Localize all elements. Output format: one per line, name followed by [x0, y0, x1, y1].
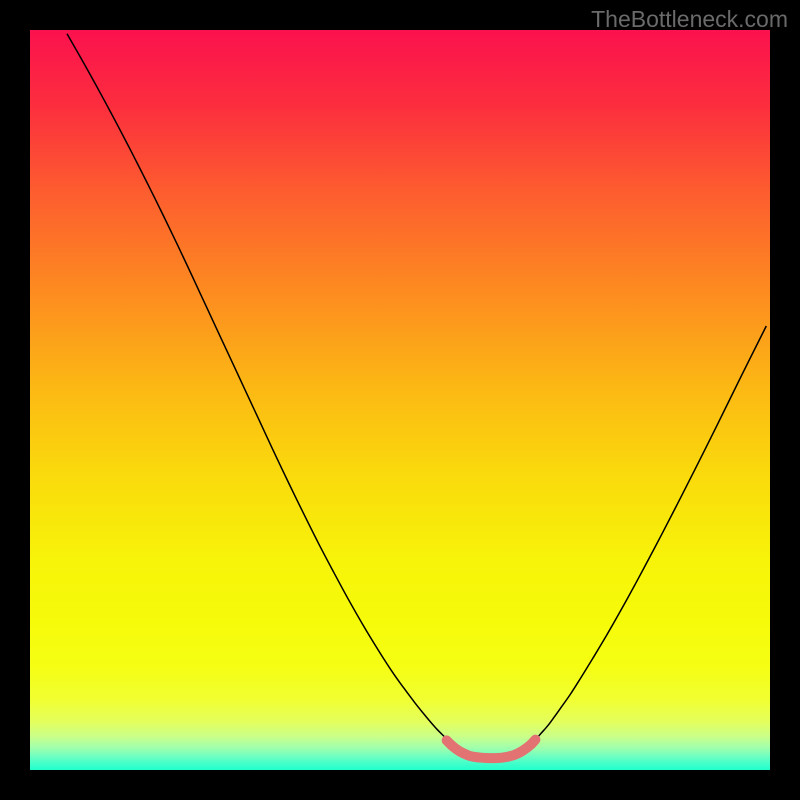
chart-container: TheBottleneck.com — [0, 0, 800, 800]
watermark-text: TheBottleneck.com — [591, 6, 788, 33]
bottleneck-curve-chart — [0, 0, 800, 800]
plot-background-gradient — [30, 30, 770, 770]
